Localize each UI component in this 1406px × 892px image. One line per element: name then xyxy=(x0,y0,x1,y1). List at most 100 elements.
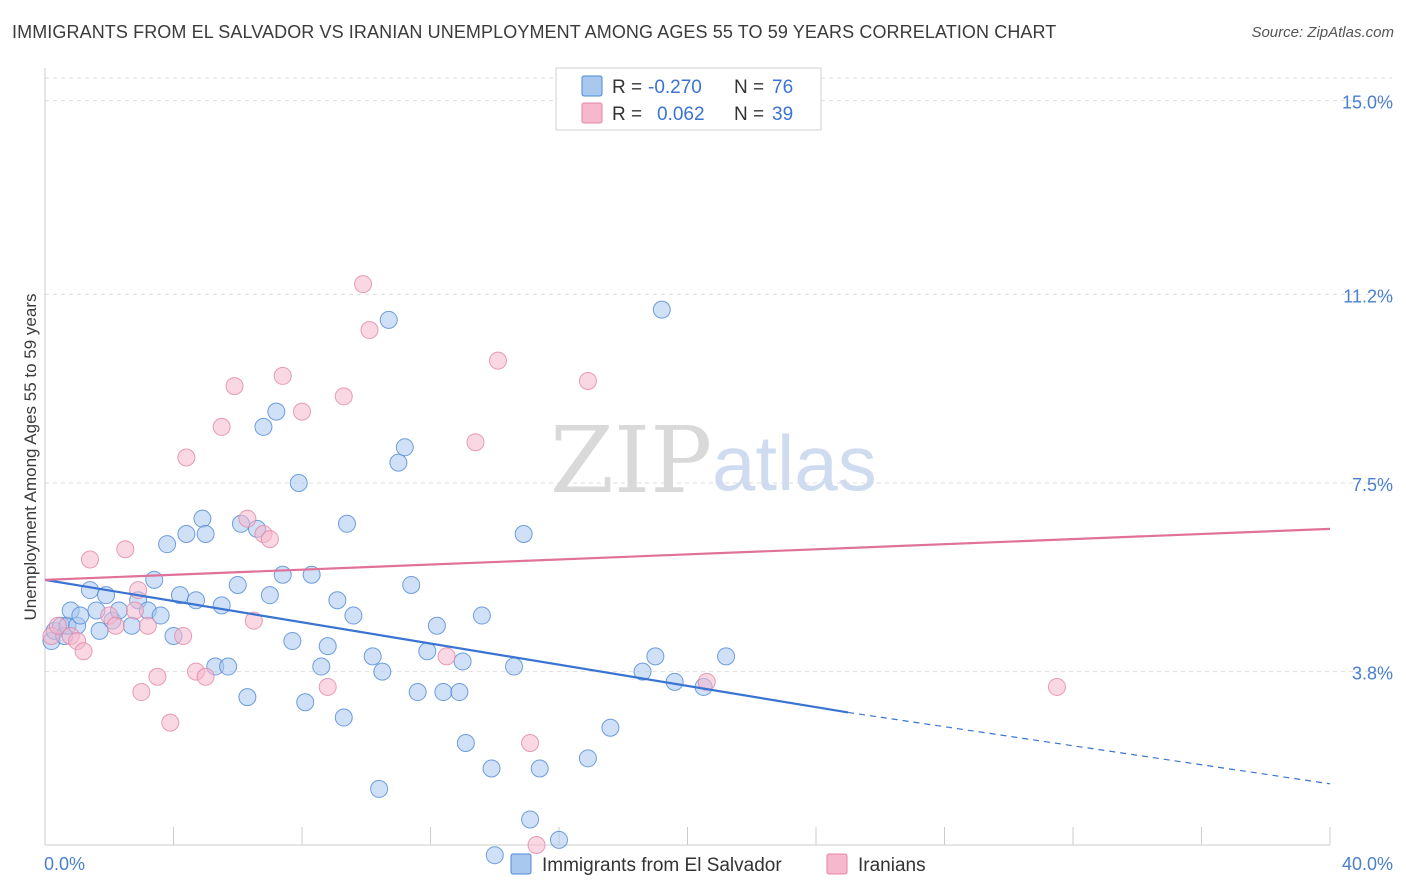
axes xyxy=(44,68,1331,846)
point-el-salvador xyxy=(408,683,427,702)
point-el-salvador xyxy=(145,570,164,589)
point-iranians xyxy=(212,417,231,436)
chart-title: IMMIGRANTS FROM EL SALVADOR VS IRANIAN U… xyxy=(12,22,1057,42)
point-el-salvador xyxy=(633,662,652,681)
point-el-salvador xyxy=(122,616,141,635)
point-el-salvador xyxy=(418,642,437,661)
trend-line-el-salvador-extension xyxy=(848,711,1331,785)
trend-line-iranians xyxy=(44,527,1331,581)
point-el-salvador xyxy=(283,632,302,651)
trend-line-el-salvador xyxy=(44,578,849,714)
point-el-salvador xyxy=(158,535,177,554)
series-legend-swatch-pink xyxy=(826,853,848,875)
point-el-salvador xyxy=(485,846,504,865)
point-el-salvador xyxy=(402,575,421,594)
point-iranians xyxy=(527,836,546,854)
point-el-salvador xyxy=(71,606,90,625)
point-iranians xyxy=(360,321,379,340)
point-iranians xyxy=(437,647,456,666)
point-el-salvador xyxy=(219,657,238,676)
point-el-salvador xyxy=(514,524,533,543)
point-iranians xyxy=(488,351,507,370)
point-el-salvador xyxy=(289,473,308,492)
point-el-salvador xyxy=(373,662,392,681)
legend-r-value-1: -0.270 xyxy=(648,77,702,98)
point-el-salvador xyxy=(254,417,273,436)
point-iranians xyxy=(697,672,716,691)
correlation-legend: R = -0.270 N = 76 R = 0.062 N = 39 xyxy=(555,67,822,131)
legend-swatch-pink xyxy=(581,102,603,124)
watermark: ZIP atlas xyxy=(550,407,877,514)
point-iranians xyxy=(125,601,144,620)
point-iranians xyxy=(521,734,540,753)
point-el-salvador xyxy=(238,688,257,707)
point-iranians xyxy=(196,667,215,686)
x-tick-label-min: 0.0% xyxy=(44,854,85,874)
point-el-salvador xyxy=(652,300,671,319)
trend-lines xyxy=(44,527,1331,785)
point-el-salvador xyxy=(318,637,337,656)
point-iranians xyxy=(177,448,196,467)
watermark-zip: ZIP xyxy=(550,407,712,514)
y-axis-title: Unemployment Among Ages 55 to 59 years xyxy=(21,294,40,621)
point-el-salvador xyxy=(90,621,109,640)
point-el-salvador xyxy=(601,718,620,737)
point-el-salvador xyxy=(228,575,247,594)
legend-n-label-1: N = xyxy=(734,77,764,98)
y-tick-label: 3.8% xyxy=(1352,664,1393,684)
x-tick-labels: 0.0% 40.0% xyxy=(44,854,1393,874)
point-iranians xyxy=(273,366,292,385)
point-iranians xyxy=(174,626,193,645)
point-iranians xyxy=(244,611,263,630)
legend-swatch-blue xyxy=(581,75,603,97)
point-iranians xyxy=(318,677,337,696)
point-el-salvador xyxy=(717,647,736,666)
legend-n-value-1: 76 xyxy=(772,77,793,98)
y-tick-label: 7.5% xyxy=(1352,475,1393,495)
point-iranians xyxy=(106,616,125,635)
point-el-salvador xyxy=(472,606,491,625)
point-iranians xyxy=(74,642,93,661)
point-el-salvador xyxy=(379,310,398,329)
point-iranians xyxy=(238,509,257,528)
point-el-salvador xyxy=(273,565,292,584)
point-el-salvador xyxy=(395,438,414,457)
point-el-salvador xyxy=(370,779,389,798)
point-el-salvador xyxy=(328,591,347,610)
point-el-salvador xyxy=(260,586,279,605)
y-tick-label: 11.2% xyxy=(1343,286,1393,306)
point-el-salvador xyxy=(363,647,382,666)
point-iranians xyxy=(138,616,157,635)
point-iranians xyxy=(148,667,167,686)
point-el-salvador xyxy=(212,596,231,615)
legend-n-value-2: 39 xyxy=(772,104,793,125)
source-label: Source: ZipAtlas.com xyxy=(1251,24,1394,41)
point-iranians xyxy=(334,387,353,406)
x-tick-label-max: 40.0% xyxy=(1342,854,1393,874)
point-el-salvador xyxy=(434,683,453,702)
watermark-atlas: atlas xyxy=(712,419,877,507)
point-iranians xyxy=(260,530,279,549)
point-el-salvador xyxy=(267,402,286,421)
point-el-salvador xyxy=(505,657,524,676)
point-el-salvador xyxy=(196,524,215,543)
point-el-salvador xyxy=(482,759,501,778)
series-el-salvador-points xyxy=(42,300,736,865)
point-el-salvador xyxy=(177,524,196,543)
point-el-salvador xyxy=(530,759,549,778)
point-el-salvador xyxy=(578,749,597,768)
point-el-salvador xyxy=(389,453,408,472)
point-iranians xyxy=(225,377,244,396)
legend-r-value-2: 0.062 xyxy=(657,104,705,125)
point-iranians xyxy=(293,402,311,421)
point-iranians xyxy=(578,372,597,391)
point-el-salvador xyxy=(450,683,469,702)
point-el-salvador xyxy=(521,810,540,829)
y-tick-labels: 3.8% 7.5% 11.2% 15.0% xyxy=(1342,93,1393,684)
series-legend-swatch-blue xyxy=(510,853,532,875)
point-iranians xyxy=(80,550,99,569)
point-iranians xyxy=(132,683,151,702)
point-el-salvador xyxy=(193,509,212,528)
point-el-salvador xyxy=(456,734,475,753)
